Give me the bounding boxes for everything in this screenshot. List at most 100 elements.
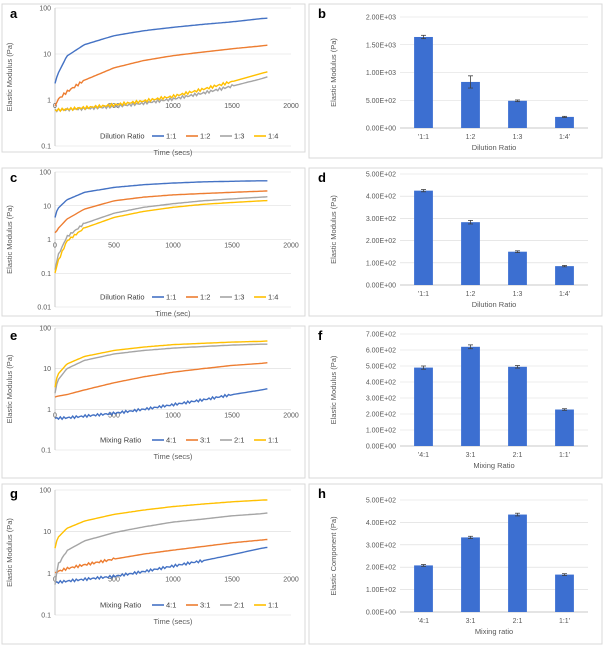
y-tick-label: 1 (47, 571, 51, 578)
y-tick-label: 1.50E+03 (366, 42, 396, 49)
bar-41 (414, 565, 433, 612)
series-line-4-1 (54, 546, 268, 585)
y-axis-title: Elastic Modulus (Pa) (329, 195, 338, 264)
legend-label: 1:2 (200, 132, 210, 141)
legend-title: Dilution Ratio (100, 132, 145, 141)
y-tick-label: 7.00E+02 (366, 332, 396, 339)
x-tick-label: 3:1 (466, 452, 476, 459)
panel-frame (308, 3, 603, 159)
bar-14 (555, 266, 574, 285)
x-tick-label: '1:1 (418, 291, 429, 298)
panel-frame (1, 167, 306, 317)
x-tick-label: 500 (108, 243, 120, 250)
y-tick-label: 0.1 (41, 271, 51, 278)
y-axis-title: Elastic Modulus (Pa) (5, 205, 14, 274)
bar-panel-h: h 0.00E+00 1.00E+02 2.00E+02 3.00E+02 4.00E+0… (308, 483, 603, 645)
y-axis-title: Elastic Modulus (Pa) (5, 354, 14, 423)
x-tick-label: '1:1 (418, 134, 429, 141)
panel-letter: b (318, 6, 326, 21)
panel-letter: d (318, 170, 326, 185)
bar-11 (555, 409, 574, 446)
x-tick-label: 2000 (283, 412, 299, 419)
series-line-1-3 (54, 196, 268, 270)
panel-frame (1, 3, 306, 153)
x-tick-label: 1:2 (466, 134, 476, 141)
bar-11 (555, 574, 574, 612)
bar-panel-d: d 0.00E+00 1.00E+02 2.00E+02 3.00E+02 4.00E+0… (308, 167, 603, 317)
y-tick-label: 0.1 (41, 613, 51, 620)
panel-frame (1, 325, 306, 479)
y-axis-title: Elastic Modulus (Pa) (5, 42, 14, 111)
y-tick-label: 4.00E+02 (366, 194, 396, 201)
series-line-1-1 (54, 17, 268, 84)
bar-13 (508, 100, 527, 128)
legend-label: 1:3 (234, 132, 244, 141)
legend-label: 1:1 (268, 601, 278, 610)
x-tick-label: 1:4' (559, 134, 570, 141)
bar-12 (461, 222, 480, 285)
x-tick-label: 500 (108, 576, 120, 583)
panel-letter: h (318, 486, 326, 501)
y-tick-label: 3.00E+02 (366, 216, 396, 223)
y-tick-label: 1 (47, 98, 51, 105)
y-tick-label: 10 (43, 52, 51, 59)
series-line-1-4 (54, 199, 268, 274)
series-line-1-2 (54, 44, 268, 107)
bar-panel-b: b 0.00E+00 5.00E+02 1.00E+03 1.50E+03 2.00E+0… (308, 3, 603, 159)
legend-label: 3:1 (200, 436, 210, 445)
x-axis-title: Time (secs) (154, 452, 193, 461)
bar-21 (508, 366, 527, 446)
y-tick-label: 10 (43, 529, 51, 536)
series-line-1-1 (54, 180, 268, 218)
panel-letter: a (10, 6, 18, 21)
y-tick-label: 0.01 (37, 305, 51, 312)
x-axis-title: Mixing ratio (475, 627, 513, 636)
x-tick-label: 0 (53, 243, 57, 250)
series-line-2-1 (54, 512, 268, 585)
panel-frame (308, 483, 603, 645)
panel-letter: c (10, 170, 17, 185)
legend-label: 1:1 (166, 293, 176, 302)
x-tick-label: 2000 (283, 103, 299, 110)
bar-14 (555, 116, 574, 128)
legend-label: 4:1 (166, 601, 176, 610)
series-line-3-1 (54, 538, 268, 574)
y-tick-label: 100 (39, 170, 51, 177)
y-tick-label: 100 (39, 326, 51, 333)
series-line-1-1 (54, 499, 268, 549)
series-line-1-1 (54, 340, 268, 388)
x-axis-title: Dilution Ratio (472, 300, 517, 309)
x-tick-label: 1:1' (559, 452, 570, 459)
bar-41 (414, 367, 433, 446)
x-axis-title: Dilution Ratio (472, 143, 517, 152)
x-axis-title: Time (sec) (155, 309, 191, 318)
x-tick-label: 1000 (165, 243, 181, 250)
y-tick-label: 5.00E+02 (366, 98, 396, 105)
x-tick-label: 1:3 (513, 134, 523, 141)
y-tick-label: 0.00E+00 (366, 283, 396, 290)
panel-letter: e (10, 328, 17, 343)
x-tick-label: 3:1 (466, 618, 476, 625)
x-tick-label: 2000 (283, 576, 299, 583)
legend-title: Mixing Ratio (100, 436, 141, 445)
x-tick-label: '4:1 (418, 452, 429, 459)
series-line-1-4 (54, 71, 268, 113)
y-tick-label: 10 (43, 203, 51, 210)
legend-label: 1:4 (268, 132, 278, 141)
panel-letter: g (10, 486, 18, 501)
legend-title: Dilution Ratio (100, 293, 145, 302)
y-axis-title: Elastic Modulus (Pa) (329, 355, 338, 424)
y-tick-label: 3.00E+02 (366, 396, 396, 403)
y-tick-label: 0.00E+00 (366, 610, 396, 617)
x-tick-label: 500 (108, 412, 120, 419)
x-tick-label: 1:3 (513, 291, 523, 298)
y-tick-label: 0.00E+00 (366, 126, 396, 133)
bar-31 (461, 537, 480, 612)
y-tick-label: 1.00E+02 (366, 260, 396, 267)
bar-panel-f: f 0.00E+00 1.00E+02 2.00E+02 3.00E+02 4.00E+0… (308, 325, 603, 479)
bar-12 (461, 81, 480, 128)
